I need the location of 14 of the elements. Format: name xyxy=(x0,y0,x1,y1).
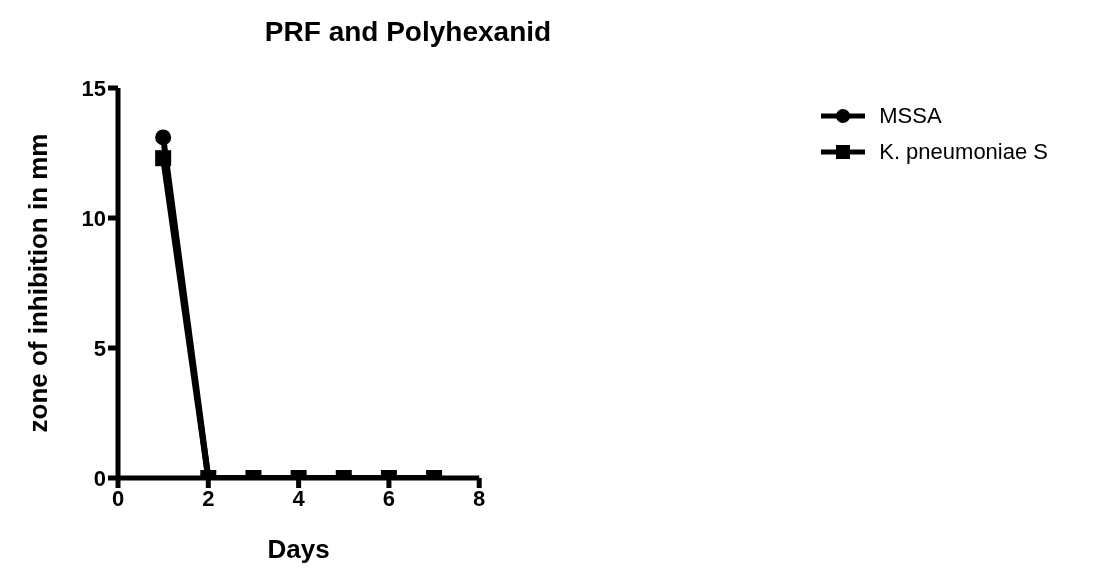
x-tick-label: 4 xyxy=(292,485,306,511)
chart-title: PRF and Polyhexanid xyxy=(263,16,553,48)
y-axis-title: zone of inhibition in mm xyxy=(23,133,54,433)
x-tick-label: 6 xyxy=(382,485,396,511)
y-tick-label: 5 xyxy=(93,335,106,361)
x-tick-label: 0 xyxy=(111,485,125,511)
y-tick-label: 0 xyxy=(93,465,106,491)
x-tick-label: 2 xyxy=(202,485,215,511)
y-tick-label: 15 xyxy=(81,75,106,101)
x-tick-label: 8 xyxy=(473,485,486,511)
x-axis-title: Days xyxy=(267,534,330,564)
legend-label: MSSA xyxy=(879,103,942,129)
y-tick-label: 10 xyxy=(81,205,106,231)
legend-label: K. pneumoniae S xyxy=(879,139,1048,165)
